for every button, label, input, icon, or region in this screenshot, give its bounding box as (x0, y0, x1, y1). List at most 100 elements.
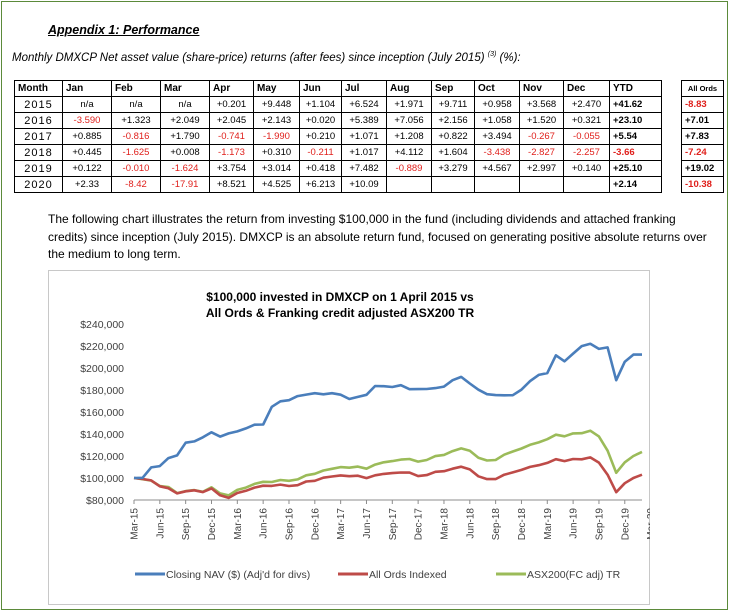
x-tick-label: Jun-16 (259, 508, 270, 539)
ytd-cell: -3.66 (609, 144, 662, 161)
year-cell: 2017 (14, 128, 63, 145)
return-cell: -3.590 (62, 112, 112, 129)
all-ords-row: -10.38 (681, 176, 724, 193)
return-cell: +0.885 (62, 128, 112, 145)
return-cell: +1.017 (341, 144, 387, 161)
return-cell: +4.525 (253, 176, 300, 193)
return-cell: +3.754 (209, 160, 254, 177)
return-cell: +2.470 (563, 96, 610, 113)
return-cell (474, 176, 520, 193)
return-cell: -0.741 (209, 128, 254, 145)
x-tick-label: Dec-16 (310, 508, 321, 541)
return-cell: +7.482 (341, 160, 387, 177)
return-cell: n/a (160, 96, 210, 113)
footnote-ref: (3) (487, 51, 497, 58)
return-cell: +6.524 (341, 96, 387, 113)
all-ords-table: All Ords -8.83 +7.01 +7.83 -7.24 +19.02 -10.3… (681, 80, 724, 193)
y-tick-label: $180,000 (80, 385, 124, 397)
chart-title-line1: $100,000 invested in DMXCP on 1 April 20… (206, 290, 474, 304)
column-header: Month (14, 80, 63, 97)
return-cell: +1.071 (341, 128, 387, 145)
return-cell: +1.971 (386, 96, 432, 113)
x-tick-label: Jun-19 (569, 508, 580, 539)
return-cell: +0.140 (563, 160, 610, 177)
all-ords-row: +19.02 (681, 160, 724, 177)
return-cell: +1.208 (386, 128, 432, 145)
y-tick-label: $80,000 (86, 495, 124, 507)
return-cell: -0.211 (299, 144, 342, 161)
all-ords-row: -8.83 (681, 96, 724, 113)
return-cell: +3.568 (519, 96, 564, 113)
column-header: Mar (160, 80, 210, 97)
x-tick-label: Dec-18 (517, 508, 528, 541)
all-ords-cell: +19.02 (681, 160, 724, 177)
return-cell: +2.049 (160, 112, 210, 129)
table-caption: Monthly DMXCP Net asset value (share-pri… (12, 51, 521, 64)
y-tick-label: $120,000 (80, 451, 124, 463)
y-tick-label: $240,000 (80, 319, 124, 331)
return-cell: +2.33 (62, 176, 112, 193)
all-ords-row: -7.24 (681, 144, 724, 161)
legend-label: All Ords Indexed (369, 569, 447, 581)
series-line (133, 429, 643, 497)
return-cell: +0.418 (299, 160, 342, 177)
x-tick-label: Dec-15 (207, 508, 218, 541)
chart-description: The following chart illustrates the retu… (48, 212, 707, 261)
x-tick-label: Mar-16 (233, 508, 244, 540)
all-ords-cell: -7.24 (681, 144, 724, 161)
table-row: 2016 -3.590 +1.323 +2.049 +2.045 +2.143 +0.020… (14, 112, 662, 129)
x-tick-label: Sep-18 (491, 508, 502, 541)
return-cell (563, 176, 610, 193)
ytd-cell: +23.10 (609, 112, 662, 129)
return-cell: +1.790 (160, 128, 210, 145)
return-cell: +4.567 (474, 160, 520, 177)
year-cell: 2019 (14, 160, 63, 177)
return-cell: -2.827 (519, 144, 564, 161)
return-cell: +5.389 (341, 112, 387, 129)
x-tick-label: Mar-18 (439, 508, 450, 540)
column-header: Aug (386, 80, 432, 97)
return-cell: n/a (62, 96, 112, 113)
appendix-heading: Appendix 1: Performance (48, 23, 200, 37)
all-ords-row: +7.01 (681, 112, 724, 129)
return-cell: +0.958 (474, 96, 520, 113)
return-cell: +0.008 (160, 144, 210, 161)
table-row: 2017 +0.885 -0.816 +1.790 -0.741 -1.990 +0.210… (14, 128, 662, 145)
return-cell: +1.520 (519, 112, 564, 129)
year-cell: 2016 (14, 112, 63, 129)
year-cell: 2018 (14, 144, 63, 161)
column-header: Jan (62, 80, 112, 97)
ytd-cell: +5.54 (609, 128, 662, 145)
return-cell: -1.624 (160, 160, 210, 177)
year-cell: 2015 (14, 96, 63, 113)
return-cell: +1.604 (431, 144, 475, 161)
column-header: Oct (474, 80, 520, 97)
return-cell: -0.055 (563, 128, 610, 145)
column-header: Jul (341, 80, 387, 97)
column-header: YTD (609, 80, 662, 97)
return-cell: +0.020 (299, 112, 342, 129)
return-cell: +8.521 (209, 176, 254, 193)
all-ords-header: All Ords (681, 80, 724, 97)
return-cell: +1.323 (111, 112, 161, 129)
return-cell: +3.494 (474, 128, 520, 145)
return-cell: +0.201 (209, 96, 254, 113)
y-tick-label: $160,000 (80, 407, 124, 419)
return-cell: -17.91 (160, 176, 210, 193)
y-tick-label: $220,000 (80, 341, 124, 353)
return-cell (386, 176, 432, 193)
return-cell: +2.045 (209, 112, 254, 129)
return-cell: -1.173 (209, 144, 254, 161)
return-cell: +6.213 (299, 176, 342, 193)
return-cell: -0.267 (519, 128, 564, 145)
return-cell: +0.122 (62, 160, 112, 177)
y-tick-label: $100,000 (80, 473, 124, 485)
column-header: Nov (519, 80, 564, 97)
x-tick-label: Mar-19 (543, 508, 554, 540)
return-cell: +7.056 (386, 112, 432, 129)
column-header: Apr (209, 80, 254, 97)
return-cell: -3.438 (474, 144, 520, 161)
all-ords-cell: -10.38 (681, 176, 724, 193)
table-row: 2015 n/a n/a n/a +0.201 +9.448 +1.104 +6.524 +1.… (14, 96, 662, 113)
